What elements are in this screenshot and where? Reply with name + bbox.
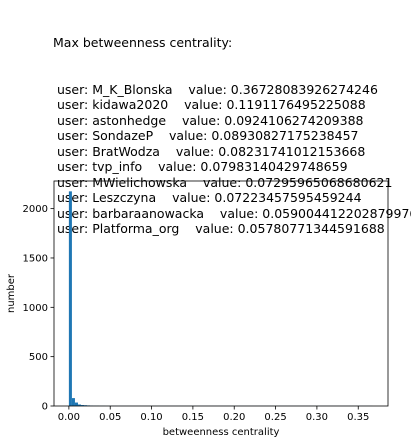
histogram-bars	[68, 191, 373, 406]
entry-user-name: M_K_Blonska	[92, 81, 173, 97]
entry-value-prefix: value:	[219, 205, 259, 221]
entry-value-prefix: value:	[169, 128, 208, 143]
entry-user-name: Platforma_org	[92, 221, 180, 236]
summary-entry: user: tvp_info value: 0.0798314042974865…	[53, 159, 409, 175]
summary-entry: user: SondazeP value: 0.0893082717523845…	[53, 128, 409, 144]
entry-value: 0.0924106274209388	[224, 112, 364, 128]
entry-user-prefix: user:	[53, 128, 89, 143]
entry-value: 0.08231741012153668	[218, 143, 366, 159]
summary-entry: user: BratWodza value: 0.082317410121536…	[53, 144, 409, 160]
summary-entry: user: MWielichowska value: 0.07295965068…	[53, 175, 409, 191]
entry-user-name: barbaraanowacka	[92, 205, 205, 221]
entry-value: 0.1191176495225088	[226, 97, 366, 112]
histogram-bar	[71, 398, 75, 406]
summary-entries: user: M_K_Blonska value: 0.3672808392627…	[53, 82, 411, 237]
summary-title: Max betweenness centrality:	[53, 35, 233, 50]
y-tick-label: 500	[29, 352, 48, 363]
entry-user-prefix: user:	[53, 143, 89, 159]
entry-user-name: Leszczyna	[92, 190, 157, 205]
entry-value: 0.36728083926274246	[230, 81, 378, 97]
entry-value: 0.08930827175238457	[211, 128, 359, 143]
entry-user-name: BratWodza	[92, 143, 160, 159]
x-tick-label: 0.25	[264, 412, 286, 423]
entry-user-prefix: user:	[53, 97, 89, 112]
entry-user-name: kidawa2020	[92, 97, 169, 112]
entry-value: 0.07223457595459244	[214, 190, 362, 205]
entry-value-prefix: value:	[181, 112, 221, 128]
entry-user-prefix: user:	[53, 159, 89, 174]
y-tick-label: 1500	[23, 253, 48, 264]
entry-value: 0.07983140429748659	[200, 159, 348, 174]
entry-user-name: SondazeP	[92, 128, 154, 143]
entry-value-prefix: value:	[184, 97, 223, 112]
summary-entry: user: barbaraanowacka value: 0.059004412…	[53, 205, 411, 222]
entry-user-prefix: user:	[53, 174, 89, 190]
entry-user-prefix: user:	[56, 190, 89, 205]
x-tick-label: 0.30	[306, 412, 328, 423]
y-axis-ticks: 0 500 1000 1500 2000	[23, 204, 54, 413]
entry-user-prefix: user:	[56, 205, 89, 221]
summary-entry: user: kidawa2020 value: 0.11911764952250…	[53, 97, 409, 113]
histogram-bar	[77, 404, 82, 406]
y-tick-label: 2000	[23, 204, 48, 215]
entry-user-name: MWielichowska	[92, 174, 188, 190]
entry-value: 0.07295965068680621	[245, 174, 393, 190]
entry-value-prefix: value:	[188, 81, 227, 97]
x-tick-label: 0.20	[223, 412, 245, 423]
summary-entry: user: astonhedge value: 0.09241062742093…	[53, 113, 409, 129]
y-tick-label: 0	[42, 402, 48, 413]
x-tick-label: 0.10	[140, 412, 162, 423]
entry-value: 0.059004412202879976	[262, 205, 411, 221]
entry-value-prefix: value:	[175, 143, 215, 159]
entry-user-name: tvp_info	[92, 159, 143, 174]
histogram-bar	[81, 405, 85, 406]
x-tick-label: 0.15	[182, 412, 204, 423]
summary-entry: user: Platforma_org value: 0.05780771344…	[53, 221, 409, 237]
entry-value-prefix: value:	[158, 159, 197, 174]
entry-user-prefix: user:	[56, 221, 89, 236]
x-tick-label: 0.05	[99, 412, 121, 423]
entry-user-prefix: user:	[53, 81, 89, 97]
x-tick-label: 0.00	[58, 412, 80, 423]
histogram-bar	[68, 191, 72, 406]
betweenness-summary: Max betweenness centrality: user: M_K_Bl…	[53, 4, 411, 252]
y-axis-label: number	[6, 273, 17, 313]
summary-entry: user: Leszczyna value: 0.072234575954592…	[53, 190, 409, 206]
entry-value-prefix: value:	[195, 221, 234, 236]
histogram-bar	[74, 402, 78, 406]
x-axis-ticks: 0.00 0.05 0.10 0.15 0.20 0.25 0.30 0.35	[58, 406, 369, 423]
entry-value-prefix: value:	[172, 190, 211, 205]
entry-value: 0.05780771344591688	[237, 221, 385, 236]
summary-entry: user: M_K_Blonska value: 0.3672808392627…	[53, 82, 409, 98]
x-axis-label: betweenness centrality	[163, 427, 280, 438]
x-tick-label: 0.35	[347, 412, 369, 423]
entry-user-prefix: user:	[53, 112, 89, 128]
entry-user-name: astonhedge	[92, 112, 167, 128]
entry-value-prefix: value:	[202, 174, 242, 190]
y-tick-label: 1000	[23, 303, 48, 314]
axes-frame	[53, 180, 389, 407]
